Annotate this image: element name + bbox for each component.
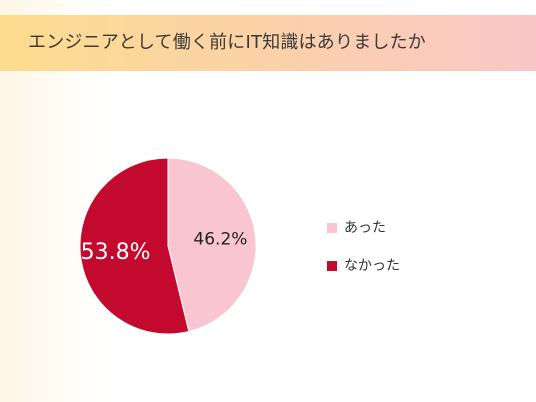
title-banner: エンジニアとして働く前にIT知識はありましたか [0,15,536,71]
legend-label-nakatta: なかった [344,258,400,274]
legend-swatch-atta [327,223,337,233]
pie-slice-atta [167,157,257,333]
data-label-atta: 46.2% [193,230,247,250]
pie-data-labels: 46.2% 53.8% [81,230,248,265]
pie-slice-nakatta [79,157,190,335]
chart-title: エンジニアとして働く前にIT知識はありましたか [28,32,427,53]
pie-slices [79,157,257,335]
data-label-nakatta: 53.8% [81,240,151,265]
legend-label-atta: あった [344,220,386,236]
legend-swatch-nakatta [327,261,337,271]
